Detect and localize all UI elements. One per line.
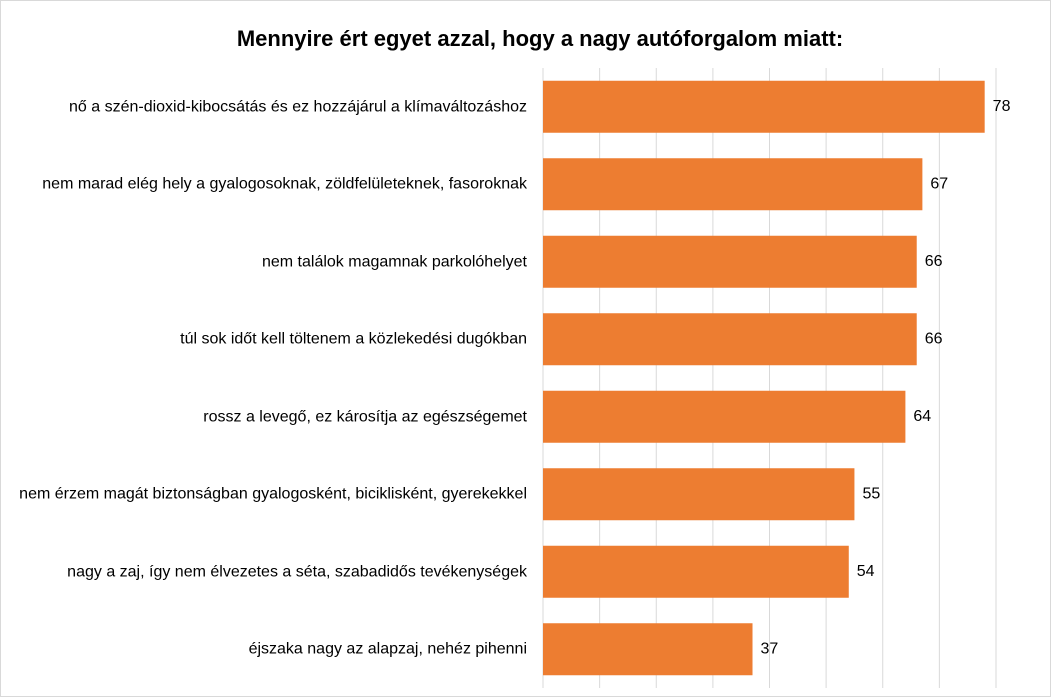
data-label: 64: [913, 408, 931, 425]
bar: [543, 235, 917, 288]
bar: [543, 545, 849, 598]
bar: [543, 390, 906, 443]
category-label: nem találok magamnak parkolóhelyet: [261, 253, 527, 271]
data-label: 66: [925, 253, 943, 270]
bar: [543, 80, 985, 133]
bar: [543, 313, 917, 366]
category-label: nő a szén-dioxid-kibocsátás és ez hozzáj…: [68, 98, 527, 116]
category-label: nem érzem magát biztonságban gyalogoskén…: [19, 485, 527, 503]
data-label: 55: [862, 485, 880, 502]
data-label: 54: [857, 563, 875, 580]
category-label: túl sok időt kell töltenem a közlekedési…: [180, 330, 527, 348]
bar: [543, 468, 855, 521]
data-label: 78: [993, 98, 1011, 115]
data-label: 37: [761, 640, 779, 657]
bar: [543, 623, 753, 676]
category-label: nem marad elég hely a gyalogosoknak, zöl…: [42, 175, 527, 193]
category-label: nagy a zaj, így nem élvezetes a séta, sz…: [67, 563, 527, 581]
data-label: 67: [930, 175, 948, 192]
bar: [543, 158, 923, 211]
category-label: rossz a levegő, ez károsítja az egészség…: [203, 408, 527, 426]
chart-title: Mennyire ért egyet azzal, hogy a nagy au…: [237, 26, 843, 51]
data-label: 66: [925, 330, 943, 347]
category-label: éjszaka nagy az alapzaj, nehéz pihenni: [248, 640, 527, 658]
